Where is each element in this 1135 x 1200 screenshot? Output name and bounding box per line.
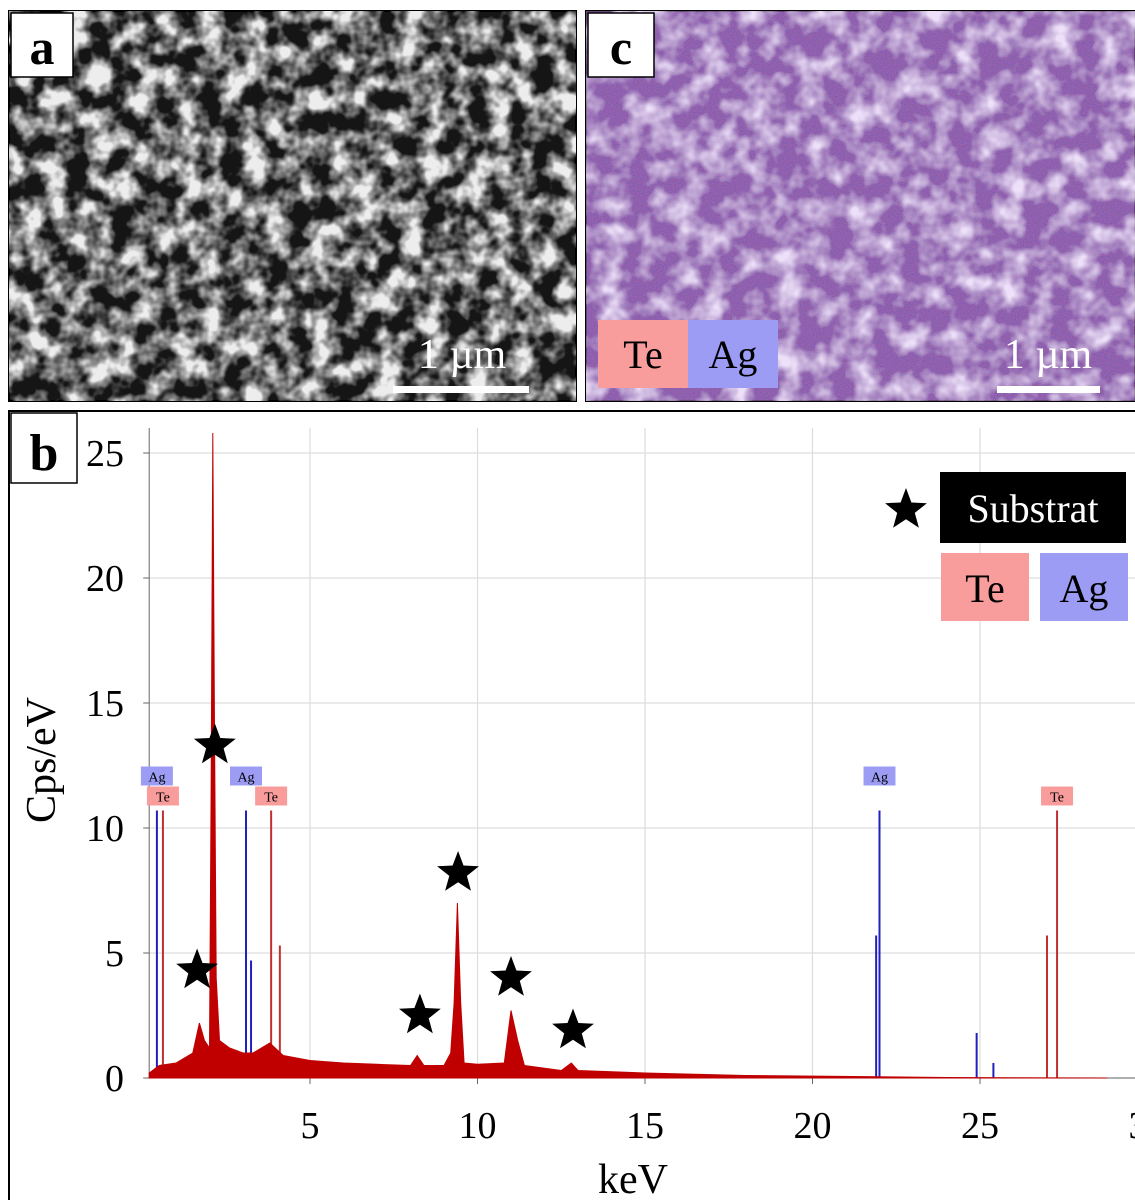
spectrum	[148, 432, 1108, 1079]
x-tick-label: 10	[459, 1105, 497, 1147]
scale-bar	[393, 386, 529, 393]
map-legend: Te Ag	[598, 320, 778, 388]
legend-box	[940, 472, 1126, 543]
scale-bar-label: 1 µm	[1004, 332, 1093, 378]
panel-label: b	[30, 425, 59, 482]
y-tick-label: 15	[86, 683, 124, 725]
element-tag	[230, 766, 263, 786]
legend-swatch	[941, 553, 1029, 621]
element-tag-label: Ag	[871, 771, 888, 786]
legend-label: Te	[965, 566, 1004, 611]
legend-star	[885, 488, 927, 528]
panel-a: a 1 µm	[8, 10, 577, 402]
element-tag	[1041, 786, 1074, 806]
element-tag-label: Te	[264, 791, 278, 806]
substrate-star	[399, 993, 441, 1034]
legend-swatch	[598, 320, 688, 388]
panel-label-box	[587, 12, 655, 78]
element-tag-label: Ag	[148, 771, 165, 786]
substrate-star	[176, 948, 218, 989]
element-tag	[863, 766, 896, 786]
x-tick-label: 30	[1129, 1105, 1135, 1147]
y-tick-label: 25	[86, 433, 124, 475]
element-tag	[140, 766, 173, 786]
element-tag-label: Ag	[237, 771, 254, 786]
x-tick-label: 5	[301, 1105, 320, 1147]
x-tick-label: 15	[626, 1105, 664, 1147]
y-tick-label: 0	[105, 1058, 124, 1100]
element-tag-label: Te	[1050, 791, 1064, 806]
substrate-star	[437, 851, 479, 891]
substrate-star	[552, 1008, 594, 1049]
panel-c: c Te Ag 1 µm	[585, 10, 1135, 402]
element-tag	[146, 786, 179, 806]
legend-swatch	[688, 320, 778, 388]
substrate-star	[193, 723, 236, 764]
y-tick-label: 20	[86, 558, 124, 600]
panel-label-box	[10, 12, 74, 78]
x-tick-label: 25	[961, 1105, 999, 1147]
scale-bar	[997, 386, 1100, 393]
y-axis-label: Cps/eV	[19, 697, 65, 823]
x-axis-label: keV	[598, 1157, 668, 1200]
legend-label: Ag	[709, 332, 758, 377]
panel-label: c	[610, 19, 632, 75]
element-tag-label: Te	[156, 791, 170, 806]
legend-label: Te	[623, 332, 662, 377]
sem-texture	[9, 11, 576, 401]
legend-swatch	[1040, 553, 1128, 621]
y-tick-label: 5	[105, 933, 124, 975]
panel-b: 0 5 10 15 20 25 5 10 15 20 25 30 keV Cps/eV Te Te Te Ag Ag…	[8, 410, 1135, 1200]
element-tag	[255, 786, 288, 806]
panel-label: a	[30, 19, 55, 75]
legend-label: Substrat	[967, 486, 1098, 531]
panel-label-box	[10, 412, 78, 484]
scale-bar-label: 1 µm	[418, 332, 507, 378]
substrate-star	[490, 956, 532, 996]
legend-label: Ag	[1060, 566, 1109, 611]
x-tick-label: 20	[794, 1105, 832, 1147]
y-tick-label: 10	[86, 808, 124, 850]
